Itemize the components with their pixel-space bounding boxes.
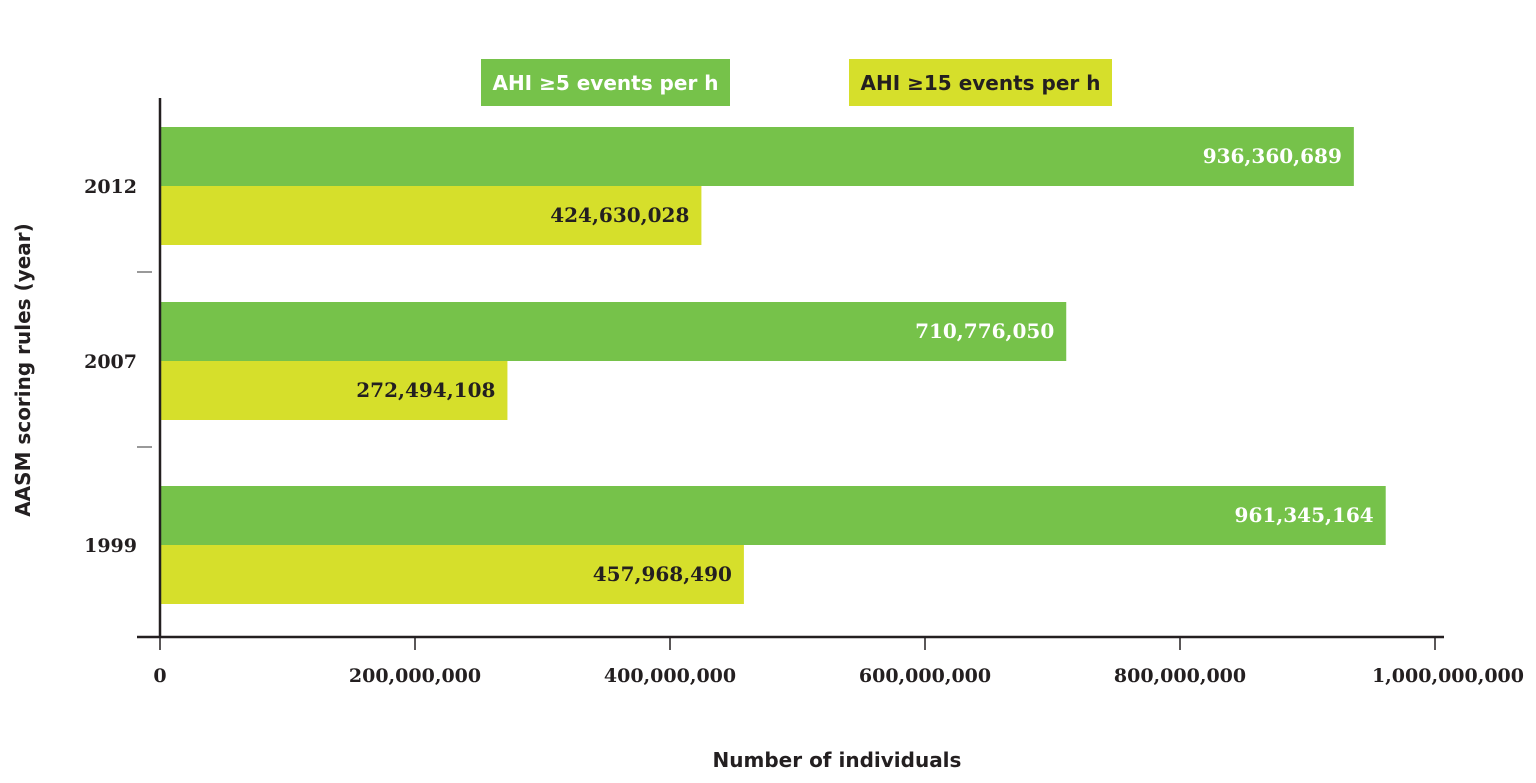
bar-value-label-2007-series-2: 272,494,108 [356,378,495,402]
bar-1999-series-1 [160,486,1386,545]
bars-group [160,127,1386,604]
legend: AHI ≥5 events per h AHI ≥15 events per h [481,59,1112,106]
x-tick-label-1: 200,000,000 [349,665,481,687]
y-axis-title: AASM scoring rules (year) [11,223,35,517]
bar-1999-series-2 [160,545,744,604]
bar-value-label-2012-series-1: 936,360,689 [1203,144,1342,168]
legend-swatch-1 [481,59,730,106]
category-label-2012: 2012 [84,176,137,198]
category-label-2007: 2007 [84,351,137,373]
x-tick-label-2: 400,000,000 [604,665,736,687]
bar-value-label-1999-series-1: 961,345,164 [1235,503,1374,527]
legend-label-2: AHI ≥15 events per h [861,71,1101,95]
bar-2007-series-1 [160,302,1067,361]
bar-value-label-1999-series-2: 457,968,490 [593,562,732,586]
category-label-1999: 1999 [84,535,137,557]
bar-value-label-2007-series-1: 710,776,050 [915,319,1054,343]
legend-swatch-2 [849,59,1112,106]
bar-2012-series-1 [160,127,1354,186]
labels: 936,360,689 424,630,028 2012 710,776,050 272… [84,144,1524,687]
bar-2007-series-2 [160,361,508,420]
x-tick-label-0: 0 [153,665,166,687]
axes [137,98,1444,650]
x-axis-title: Number of individuals [713,748,962,772]
x-tick-label-5: 1,000,000,000 [1372,665,1524,687]
legend-label-1: AHI ≥5 events per h [492,71,718,95]
x-tick-label-3: 600,000,000 [859,665,991,687]
bar-2012-series-2 [160,186,702,245]
x-tick-label-4: 800,000,000 [1114,665,1246,687]
bar-value-label-2012-series-2: 424,630,028 [550,203,689,227]
